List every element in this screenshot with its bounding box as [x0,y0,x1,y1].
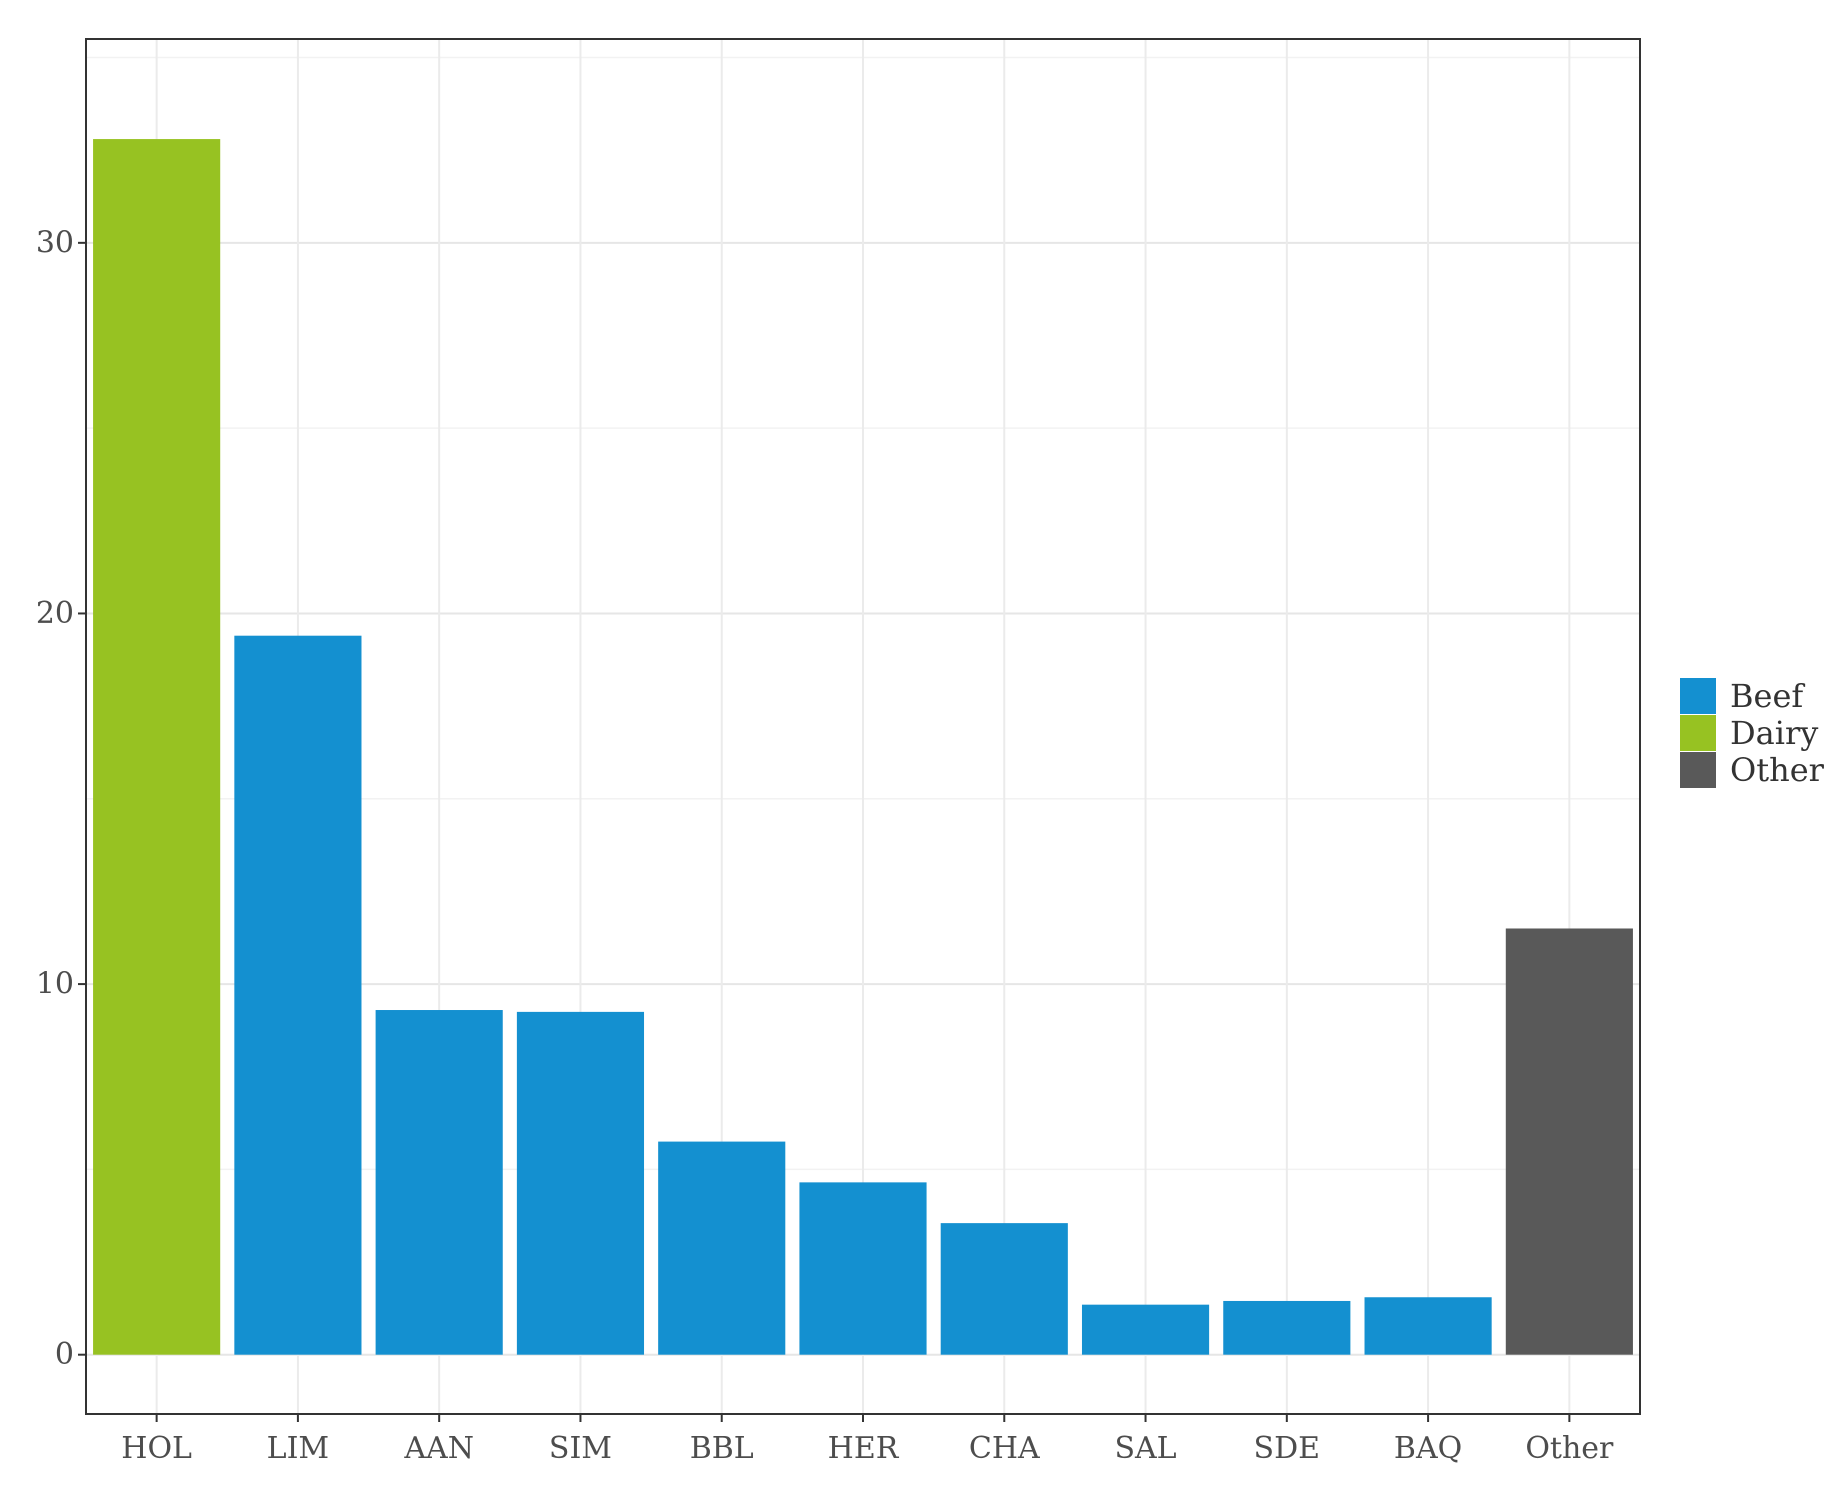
x-tick-label: Other [1525,1431,1614,1466]
x-tick-label: LIM [267,1431,330,1466]
x-tick-label: HER [828,1431,900,1466]
y-tick-label: 30 [36,225,74,260]
x-tick-label: BAQ [1394,1431,1462,1466]
y-tick-label: 0 [55,1337,74,1372]
x-tick-label: SAL [1114,1431,1176,1466]
bar-baq [1364,1297,1492,1355]
bar-lim [234,635,362,1355]
legend-label-beef: Beef [1730,677,1805,715]
bar-hol [93,139,221,1355]
bar-cha [940,1223,1068,1355]
bar-sim [516,1011,645,1355]
axis-layer: 0 10 20 30 HOL LIM AAN SIM BBL HER CHA SAL SDE BAQ Oth… [36,225,1614,1466]
legend-swatch-dairy [1680,715,1716,751]
y-tick-label: 20 [36,596,74,631]
x-tick-label: AAN [403,1431,474,1466]
bar-aan [375,1010,503,1355]
x-tick-label: SDE [1254,1431,1321,1466]
legend-swatch-other [1680,752,1716,788]
bar-her [799,1182,927,1355]
bar-sal [1081,1304,1210,1355]
legend-label-dairy: Dairy [1730,714,1818,752]
x-tick-label: SIM [549,1431,612,1466]
bar-bbl [658,1141,786,1355]
x-tick-label: HOL [121,1431,192,1466]
bar-other [1505,928,1633,1355]
x-tick-label: CHA [969,1431,1040,1466]
y-tick-label: 10 [36,967,74,1002]
legend-swatch-beef [1680,678,1716,714]
bar-sde [1223,1300,1351,1355]
x-tick-label: BBL [690,1431,754,1466]
legend-label-other: Other [1730,751,1825,789]
bars-layer [93,139,1633,1355]
